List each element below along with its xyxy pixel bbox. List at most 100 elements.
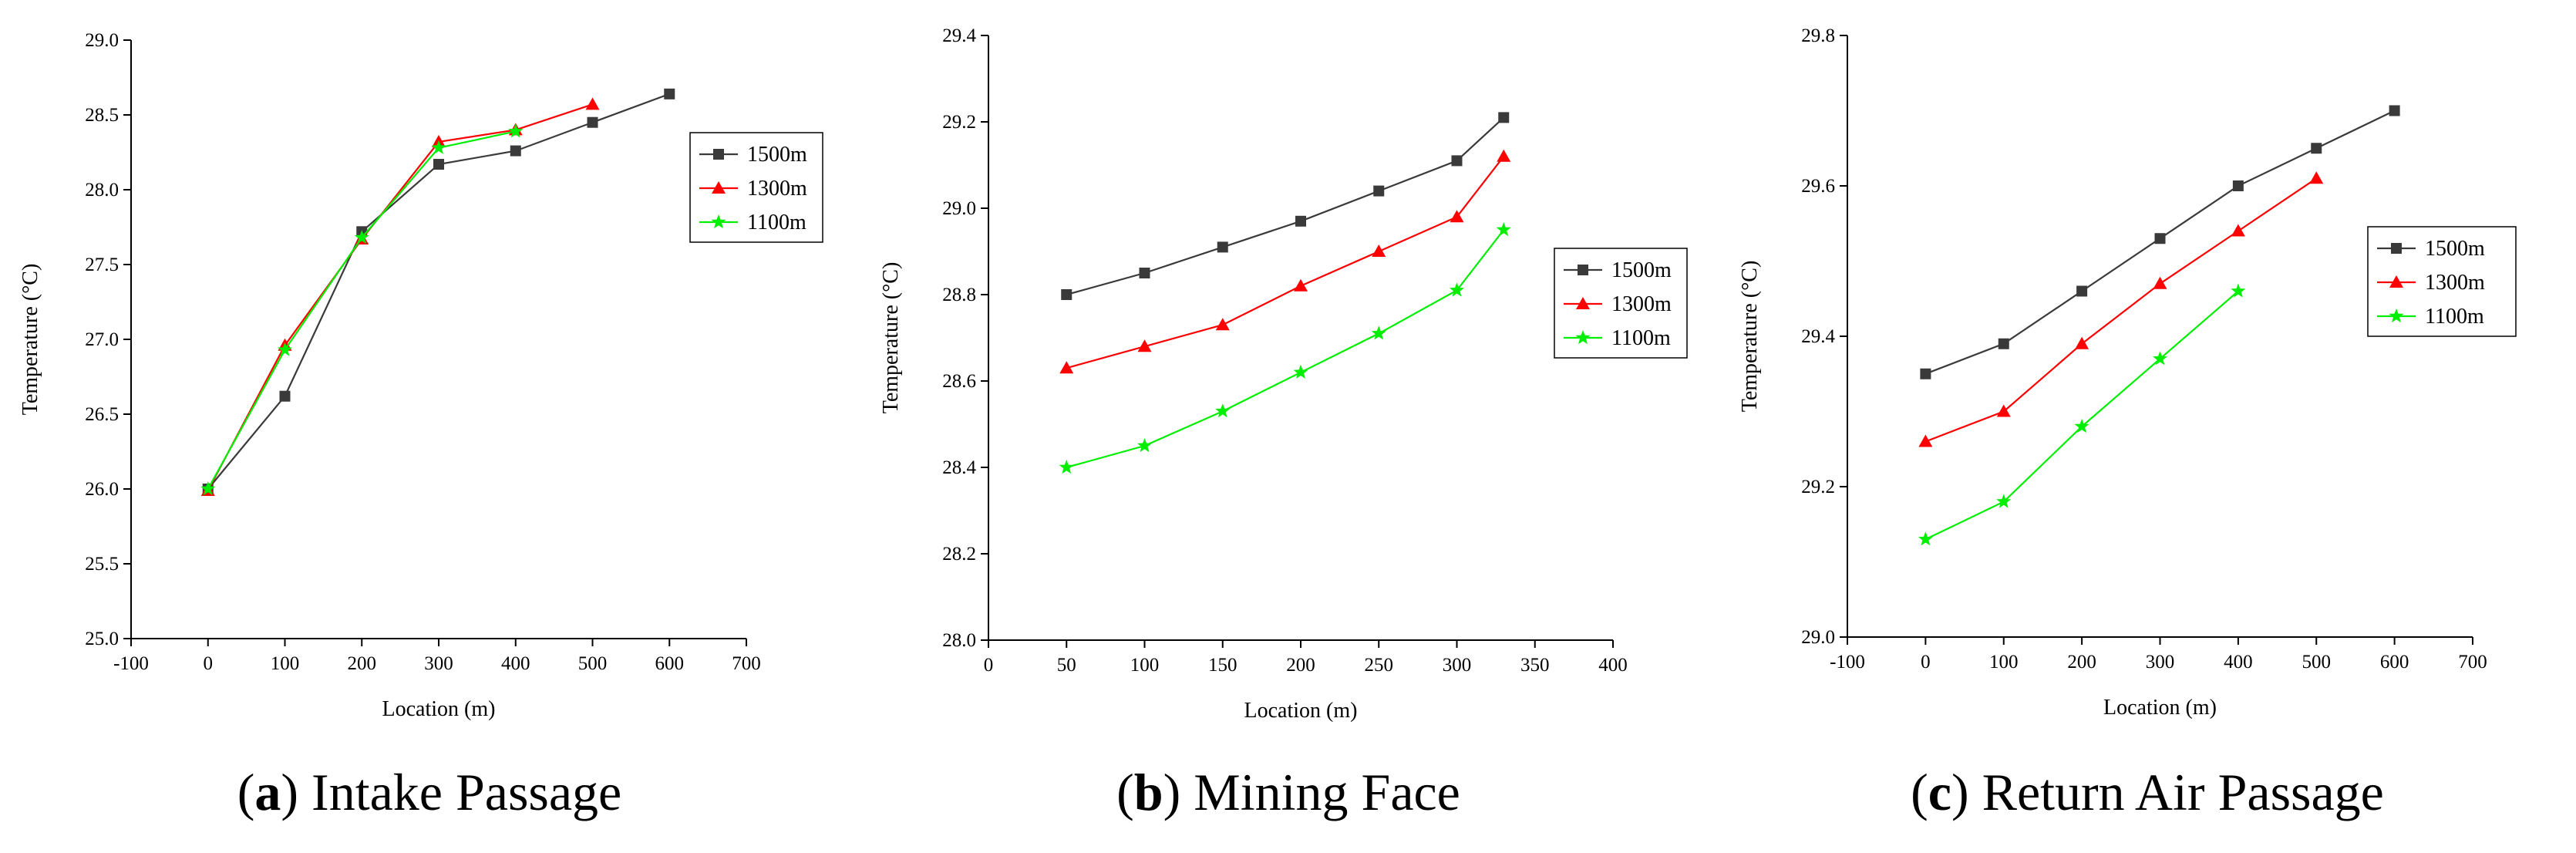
data-point — [354, 230, 369, 244]
x-axis-title: Location (m) — [1244, 699, 1358, 723]
legend: 1500m 1300m 1100m — [2367, 226, 2517, 337]
x-tick-label: 600 — [2380, 652, 2409, 673]
series-1100m — [1059, 222, 1511, 474]
series-line — [207, 130, 517, 490]
y-tick-label: 29.0 — [85, 30, 119, 51]
data-point — [1498, 112, 1510, 123]
data-point — [1996, 494, 2012, 508]
data-point — [1998, 338, 2009, 349]
series-1500m — [1920, 105, 2400, 379]
data-point — [2311, 143, 2322, 154]
series-line — [1924, 290, 2239, 541]
legend-label: 1500m — [1611, 258, 1672, 282]
x-tick-label: 350 — [1520, 655, 1550, 676]
legend-label: 1100m — [1611, 326, 1671, 350]
data-point — [2231, 224, 2245, 237]
data-point — [1496, 222, 1511, 237]
series-line — [1066, 116, 1505, 296]
caption-a-text: Intake Passage — [311, 763, 622, 821]
series-1300m — [1059, 149, 1511, 374]
series-line — [1066, 156, 1505, 369]
x-tick-label: 600 — [655, 653, 685, 674]
x-tick-label: -100 — [113, 653, 149, 674]
data-point — [585, 97, 600, 110]
data-point — [200, 481, 216, 496]
y-tick-label: 29.4 — [1801, 326, 1835, 347]
data-point — [1217, 241, 1228, 253]
series-1300m — [1918, 171, 2324, 447]
legend-label: 1300m — [747, 177, 807, 201]
series-1500m — [1061, 112, 1510, 300]
y-tick-label: 29.8 — [1801, 25, 1835, 46]
data-point — [1294, 278, 1308, 292]
data-point — [1215, 318, 1230, 331]
legend-label: 1100m — [2425, 305, 2484, 329]
x-tick-label: -100 — [1830, 652, 1865, 673]
legend-label: 1500m — [2425, 237, 2485, 261]
data-point — [1295, 215, 1306, 227]
x-tick-label: 200 — [348, 653, 377, 674]
x-axis-title: Location (m) — [382, 697, 496, 721]
axes: 0 50 100 150 200 250 300 350 400 28.0 28.2 28.4 28.6… — [942, 25, 1628, 676]
y-tick-label: 29.2 — [1801, 477, 1835, 497]
data-point — [2232, 180, 2244, 191]
legend-label: 1300m — [2425, 271, 2485, 295]
legend-label: 1500m — [747, 143, 807, 167]
caption-c-letter: c — [1928, 763, 1951, 821]
legend: 1500m 1300m 1100m — [1554, 248, 1688, 359]
data-point — [664, 88, 675, 99]
x-tick-label: 700 — [2458, 652, 2487, 673]
y-tick-label: 25.5 — [85, 554, 119, 575]
legend-marker — [2389, 308, 2404, 323]
legend-marker — [712, 181, 726, 194]
chart-panel-c: -100 0 100 200 300 400 500 600 700 29.0 29.2 29.4 29… — [1738, 25, 2517, 720]
x-tick-label: 500 — [2302, 652, 2332, 673]
y-axis-title: Temperature (°C) — [879, 262, 903, 414]
data-point — [1920, 368, 1931, 379]
series-1100m — [1918, 283, 2246, 546]
y-tick-label: 26.5 — [85, 404, 119, 425]
y-axis-title: Temperature (°C) — [1738, 261, 1762, 413]
data-point — [2153, 276, 2167, 289]
data-point — [1450, 282, 1464, 297]
y-tick-label: 29.4 — [942, 25, 976, 46]
x-tick-label: 500 — [578, 653, 608, 674]
caption-a: (a) Intake Passage — [237, 763, 622, 821]
x-tick-label: 100 — [1989, 652, 2019, 673]
x-tick-label: 200 — [1286, 655, 1315, 676]
x-axis-title: Location (m) — [2103, 696, 2217, 720]
data-point — [279, 390, 291, 402]
x-tick-label: 0 — [204, 653, 214, 674]
series-line — [207, 93, 670, 490]
data-point — [2074, 419, 2089, 433]
legend-label: 1100m — [747, 211, 806, 234]
data-point — [1139, 268, 1150, 278]
y-tick-label: 28.2 — [942, 544, 976, 565]
x-tick-label: 50 — [1057, 655, 1076, 676]
x-tick-label: 100 — [1130, 655, 1160, 676]
legend-marker — [2389, 275, 2403, 288]
y-tick-label: 28.8 — [942, 285, 976, 305]
caption-c: (c) Return Air Passage — [1911, 763, 2384, 821]
y-tick-label: 29.2 — [942, 112, 976, 133]
data-point — [2154, 233, 2166, 244]
legend-marker — [711, 214, 726, 229]
x-tick-label: 250 — [1365, 655, 1394, 676]
series-line — [207, 103, 593, 491]
y-tick-label: 29.6 — [1801, 176, 1835, 197]
x-tick-label: 400 — [501, 653, 530, 674]
data-point — [587, 116, 598, 128]
x-tick-label: 100 — [271, 653, 300, 674]
y-tick-label: 28.5 — [85, 105, 119, 126]
caption-a-letter: a — [254, 763, 281, 821]
x-tick-label: 300 — [2146, 652, 2175, 673]
legend: 1500m 1300m 1100m — [689, 132, 823, 243]
data-point — [2076, 285, 2088, 297]
data-point — [1137, 339, 1152, 352]
x-tick-label: 400 — [2224, 652, 2253, 673]
data-point — [1293, 364, 1308, 379]
data-point — [1497, 149, 1511, 162]
data-point — [1371, 325, 1386, 340]
x-tick-label: 150 — [1208, 655, 1237, 676]
